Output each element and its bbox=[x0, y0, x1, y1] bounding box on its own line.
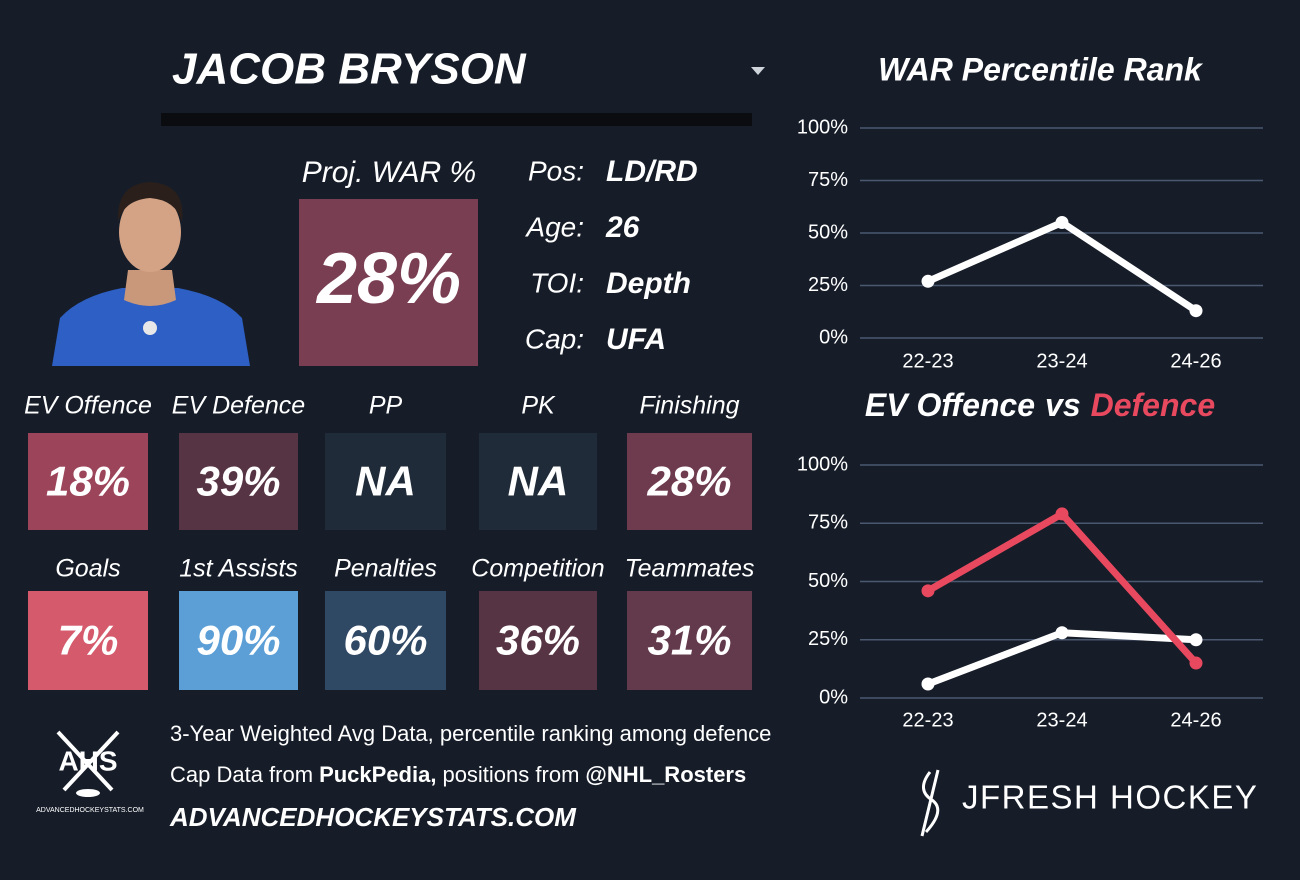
tile-value: 7% bbox=[58, 617, 119, 664]
tile-box bbox=[479, 433, 597, 530]
tile-label: Teammates bbox=[625, 555, 755, 583]
series-point bbox=[1189, 304, 1203, 318]
info-value: LD/RD bbox=[606, 155, 698, 188]
proj-war-box bbox=[299, 199, 478, 366]
info-label: Pos: bbox=[528, 155, 584, 186]
series-point bbox=[1189, 656, 1203, 670]
x-tick-label: 23-24 bbox=[1036, 709, 1087, 731]
x-tick-label: 24-26 bbox=[1170, 709, 1221, 731]
y-tick-label: 75% bbox=[808, 169, 848, 191]
tile-label: EV Defence bbox=[172, 392, 305, 420]
y-tick-label: 25% bbox=[808, 628, 848, 650]
tile-value: NA bbox=[355, 458, 416, 505]
dropdown-caret[interactable] bbox=[751, 67, 765, 75]
info-label: Cap: bbox=[525, 323, 584, 354]
series-point bbox=[1055, 216, 1069, 229]
y-tick-label: 25% bbox=[808, 274, 848, 296]
y-tick-label: 75% bbox=[808, 512, 848, 534]
name-underline bbox=[161, 113, 752, 126]
logo-text: AHS bbox=[58, 745, 117, 776]
tile-label: Penalties bbox=[334, 555, 437, 583]
y-tick-label: 100% bbox=[797, 116, 848, 138]
tile-label: Finishing bbox=[639, 392, 739, 420]
x-tick-label: 23-24 bbox=[1036, 350, 1087, 372]
logo-site: ADVANCEDHOCKEYSTATS.COM bbox=[36, 807, 144, 814]
tile-value: 31% bbox=[647, 617, 731, 664]
series-point bbox=[1055, 507, 1069, 521]
series-point bbox=[1055, 626, 1069, 640]
series-point bbox=[921, 274, 935, 288]
player-name: JACOB BRYSON bbox=[172, 45, 527, 94]
title-series: Defence bbox=[1091, 387, 1216, 423]
footer-site: ADVANCEDHOCKEYSTATS.COM bbox=[169, 802, 577, 832]
y-tick-label: 0% bbox=[819, 326, 848, 348]
info-value: UFA bbox=[606, 323, 666, 356]
charts: WAR Percentile Rank 0% 25% 50% 75% 100% 22-23 2… bbox=[797, 51, 1263, 731]
info-label: Age: bbox=[524, 211, 584, 242]
info-list: Pos: LD/RD Age: 26 TOI: Depth Cap: UFA bbox=[524, 155, 697, 356]
tile-box bbox=[627, 591, 752, 690]
footer-credits: Cap Data from PuckPedia, positions from @NH… bbox=[170, 762, 746, 787]
info-value: 26 bbox=[605, 211, 640, 244]
x-tick-label: 22-23 bbox=[902, 350, 953, 372]
credit-text: Cap Data from bbox=[170, 762, 313, 787]
x-tick-label: 24-26 bbox=[1170, 350, 1221, 372]
title-joiner: vs bbox=[1045, 387, 1081, 423]
tile-box bbox=[179, 591, 298, 690]
chart-title: EV Offence vs Defence bbox=[865, 387, 1215, 423]
tile-grid: EV Offence 18% EV Defence 39% PP NA PK NA Finish… bbox=[24, 392, 754, 690]
tile-box bbox=[179, 433, 298, 530]
series-point bbox=[921, 677, 935, 691]
credit-source: PuckPedia, bbox=[319, 762, 436, 787]
ahs-logo: AHS ADVANCEDHOCKEYSTATS.COM bbox=[36, 730, 144, 814]
y-tick-label: 50% bbox=[808, 570, 848, 592]
series-point bbox=[921, 584, 935, 598]
tile-value: NA bbox=[508, 458, 569, 505]
tile-label: 1st Assists bbox=[179, 555, 298, 583]
x-tick-label: 22-23 bbox=[902, 709, 953, 731]
tile-label: EV Offence bbox=[24, 392, 152, 420]
tile-value: 28% bbox=[646, 458, 731, 505]
tile-box bbox=[479, 591, 597, 690]
tile-label: Goals bbox=[55, 555, 120, 583]
info-value: Depth bbox=[606, 267, 691, 300]
tile-value: 39% bbox=[196, 458, 280, 505]
y-tick-label: 100% bbox=[797, 453, 848, 475]
info-label: TOI: bbox=[530, 267, 584, 298]
player-photo bbox=[52, 178, 250, 366]
footer-note: 3-Year Weighted Avg Data, percentile ran… bbox=[170, 721, 771, 746]
tile-label: Competition bbox=[471, 555, 604, 583]
y-tick-label: 50% bbox=[808, 221, 848, 243]
title-series: EV Offence bbox=[865, 387, 1035, 423]
chart-title: WAR Percentile Rank bbox=[878, 51, 1204, 87]
tile-box bbox=[325, 433, 446, 530]
credit-text: positions from bbox=[442, 762, 579, 787]
proj-war-label: Proj. WAR % bbox=[302, 156, 476, 189]
series-point bbox=[1189, 633, 1203, 647]
tile-value: 90% bbox=[196, 617, 280, 664]
tile-box bbox=[325, 591, 446, 690]
tile-value: 18% bbox=[46, 458, 130, 505]
jfresh-logo bbox=[920, 769, 940, 837]
proj-war-value: 28% bbox=[315, 239, 461, 319]
y-tick-label: 0% bbox=[819, 686, 848, 708]
tile-value: 60% bbox=[343, 617, 427, 664]
brand-text: JFRESH HOCKEY bbox=[962, 779, 1258, 816]
tile-box bbox=[28, 591, 148, 690]
credit-source: @NHL_Rosters bbox=[585, 762, 746, 787]
tile-label: PP bbox=[369, 392, 403, 420]
tile-box bbox=[28, 433, 148, 530]
tile-label: PK bbox=[521, 392, 556, 420]
tile-box bbox=[627, 433, 752, 530]
tile-value: 36% bbox=[496, 617, 580, 664]
